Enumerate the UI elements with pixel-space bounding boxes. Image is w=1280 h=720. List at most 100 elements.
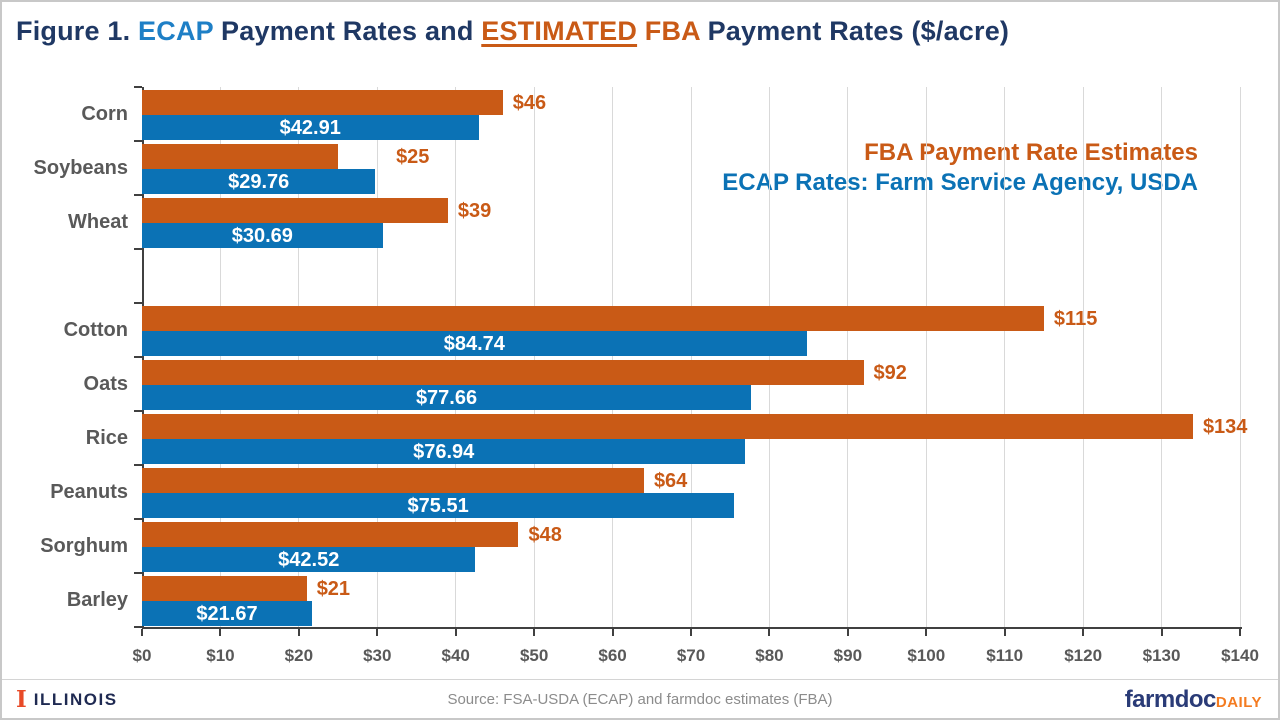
- farmdoc-daily-logo: farmdoc DAILY: [1125, 686, 1262, 714]
- bar-label-ecap-oats: $77.66: [415, 387, 478, 409]
- bar-fba-sorghum: [142, 522, 519, 547]
- y-axis-tick: [134, 248, 142, 250]
- x-axis-tick: [846, 629, 849, 636]
- category-label: Barley: [66, 589, 128, 611]
- bar-label-ecap-sorghum: $42.52: [278, 549, 340, 571]
- x-axis-tick-label: $80: [755, 646, 784, 665]
- x-axis-tick-label: $120: [1064, 646, 1103, 665]
- gridline: [1082, 87, 1084, 627]
- x-axis-tick: [611, 629, 614, 636]
- gridline: [455, 87, 457, 627]
- x-axis-tick: [925, 629, 928, 636]
- illinois-block-i-icon: I: [16, 686, 27, 713]
- illinois-logo: I ILLINOIS: [16, 688, 118, 711]
- title-segment: Payment Rates and: [213, 16, 482, 46]
- farmdoc-wordmark: farmdoc: [1124, 686, 1217, 713]
- x-axis-tick-label: $100: [907, 646, 946, 665]
- bar-label-ecap-soybeans: $29.76: [228, 171, 290, 193]
- source-note: Source: FSA-USDA (ECAP) and farmdoc esti…: [447, 691, 833, 708]
- x-axis-tick-label: $30: [363, 646, 392, 665]
- y-axis-tick: [134, 464, 142, 466]
- bar-label-ecap-corn: $42.91: [279, 117, 341, 139]
- x-axis-tick-label: $110: [986, 646, 1024, 665]
- y-axis-tick: [134, 356, 142, 358]
- bar-ecap-oats: [142, 385, 752, 410]
- bar-label-fba-sorghum: $48: [528, 524, 562, 546]
- illinois-wordmark: ILLINOIS: [33, 689, 118, 709]
- gridline: [612, 87, 614, 627]
- y-axis-line: [142, 87, 144, 628]
- bar-fba-oats: [142, 360, 864, 385]
- gridline: [1004, 87, 1006, 627]
- y-axis-tick: [134, 410, 142, 412]
- x-axis-tick: [1003, 629, 1006, 636]
- category-label: Corn: [81, 103, 128, 125]
- bar-fba-corn: [142, 90, 503, 115]
- title-segment-estimated: ESTIMATED: [481, 16, 638, 46]
- title-segment-ecap: ECAP: [138, 16, 214, 46]
- x-axis-tick: [533, 629, 536, 636]
- chart-legend: FBA Payment Rate Estimates ECAP Rates: F…: [722, 138, 1198, 198]
- gridline: [925, 87, 927, 627]
- bar-label-ecap-rice: $76.94: [413, 441, 475, 463]
- title-segment: Figure 1.: [16, 16, 139, 46]
- bar-label-ecap-peanuts: $75.51: [407, 495, 469, 517]
- category-label: Peanuts: [50, 481, 128, 503]
- bar-label-fba-peanuts: $64: [653, 470, 688, 492]
- gridline: [1161, 87, 1163, 627]
- bar-label-fba-corn: $46: [512, 92, 547, 114]
- bar-label-ecap-barley: $21.67: [196, 603, 258, 625]
- title-segment-fba: FBA: [637, 16, 700, 46]
- bar-label-fba-rice: $134: [1202, 416, 1248, 438]
- x-axis-tick-label: $90: [833, 646, 863, 665]
- bar-ecap-cotton: [142, 331, 807, 356]
- bar-label-fba-barley: $21: [316, 578, 351, 600]
- x-axis-tick: [768, 629, 771, 636]
- x-axis-tick-label: $20: [284, 646, 314, 665]
- y-axis-tick: [134, 572, 142, 574]
- footer-divider: [2, 679, 1278, 680]
- gridline: [847, 87, 849, 627]
- x-axis-tick: [454, 629, 457, 636]
- bar-ecap-rice: [142, 439, 746, 464]
- x-axis-tick-label: $50: [519, 646, 549, 665]
- x-axis-tick-label: $40: [441, 646, 470, 665]
- gridline: [298, 87, 300, 627]
- x-axis-tick: [219, 629, 222, 636]
- x-axis-tick-label: $60: [598, 646, 627, 665]
- legend-fba: FBA Payment Rate Estimates: [864, 139, 1198, 166]
- x-axis-line: [142, 627, 1242, 629]
- y-axis-tick: [134, 518, 142, 520]
- y-axis-tick: [134, 626, 142, 628]
- y-axis-tick: [134, 302, 142, 304]
- bar-label-ecap-cotton: $84.74: [443, 333, 505, 355]
- x-axis-tick: [1160, 629, 1163, 636]
- bar-fba-peanuts: [142, 468, 644, 493]
- category-label: Sorghum: [40, 535, 128, 557]
- category-label: Soybeans: [33, 157, 128, 179]
- category-label: Wheat: [68, 211, 128, 233]
- bar-ecap-peanuts: [142, 493, 735, 518]
- bar-label-ecap-wheat: $30.69: [231, 225, 293, 247]
- bar-label-fba-wheat: $39: [457, 200, 492, 222]
- x-axis-tick: [297, 629, 300, 636]
- title-segment: Payment Rates ($/acre): [699, 16, 1010, 46]
- y-axis-tick: [134, 86, 142, 88]
- gridline: [533, 87, 535, 627]
- x-axis-tick: [141, 629, 143, 636]
- daily-wordmark: DAILY: [1215, 694, 1262, 711]
- x-axis-tick-label: $130: [1142, 646, 1181, 665]
- y-axis-tick: [134, 140, 142, 142]
- x-axis-tick: [690, 629, 692, 636]
- category-label: Cotton: [63, 319, 128, 341]
- bar-fba-rice: [142, 414, 1193, 439]
- x-axis-tick: [376, 629, 379, 636]
- legend-ecap: ECAP Rates: Farm Service Agency, USDA: [722, 169, 1198, 196]
- bar-ecap-wheat: [142, 223, 383, 248]
- x-axis-tick-label: $10: [206, 646, 235, 665]
- bar-label-fba-soybeans: $25: [396, 146, 430, 168]
- bar-label-fba-cotton: $115: [1053, 308, 1098, 330]
- bar-fba-soybeans: [142, 144, 339, 169]
